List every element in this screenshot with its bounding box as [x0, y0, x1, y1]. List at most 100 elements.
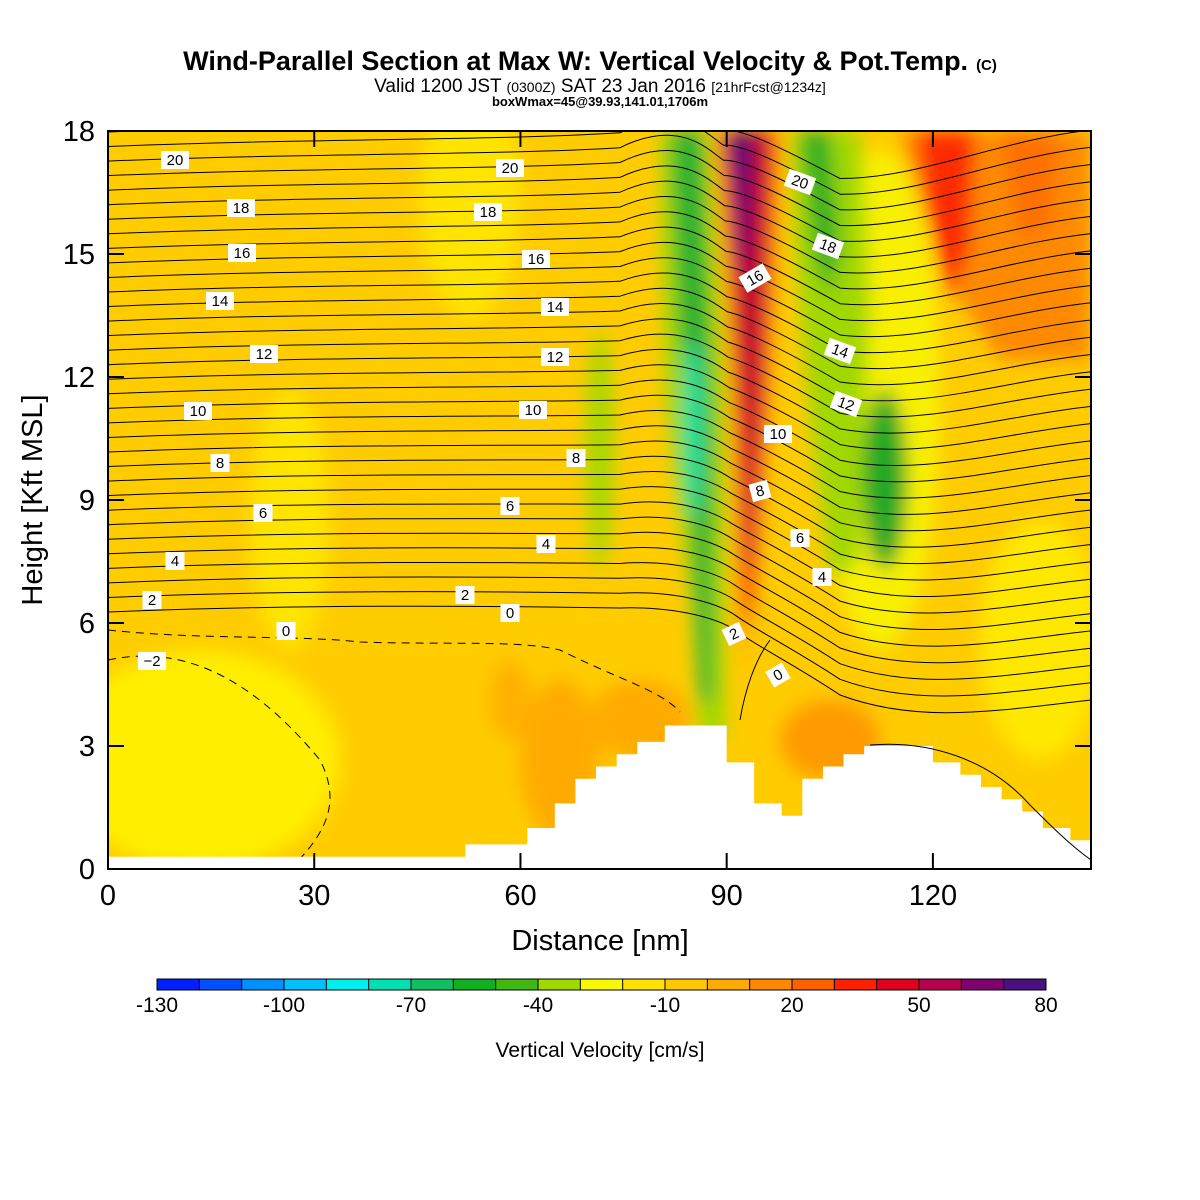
svg-text:10: 10 [525, 402, 542, 419]
contour-label: 10 [764, 425, 792, 443]
contour-label: 18 [474, 203, 502, 221]
svg-text:0: 0 [506, 605, 514, 622]
theta-contours [108, 131, 1091, 714]
contour-label: 12 [829, 390, 863, 418]
contour-label: 14 [206, 292, 234, 310]
theta-contour-line [108, 364, 1091, 450]
theta-contour-line [108, 241, 1091, 322]
theta-contour-line [108, 131, 1091, 195]
svg-text:10: 10 [770, 426, 787, 443]
colorbar-swatch [834, 979, 878, 990]
x-tick-label: 90 [711, 880, 743, 912]
colorbar: -130 -100 -70 -40 -10 20 50 80 [136, 978, 1058, 1017]
theta-contour-line [108, 410, 1091, 499]
colorbar-swatch [326, 979, 370, 990]
colorbar-swatch [792, 979, 835, 990]
colorbar-swatch [538, 979, 581, 990]
svg-text:6: 6 [259, 505, 267, 522]
contour-label: 8 [748, 479, 772, 503]
theta-contour-line [108, 561, 1091, 664]
svg-text:8: 8 [572, 450, 580, 467]
theta-contour-0 [108, 629, 681, 713]
y-axis-label: Height [Kft MSL] [17, 394, 49, 605]
theta-contour-line [108, 257, 1091, 338]
contour-label: 10 [519, 401, 547, 419]
theta-contour-line [108, 486, 1091, 581]
svg-text:12: 12 [256, 346, 273, 363]
chart-title: Wind-Parallel Section at Max W: Vertical… [183, 46, 997, 76]
contour-label: 20 [161, 151, 189, 169]
colorbar-swatch [495, 979, 539, 990]
contour-label: 10 [184, 402, 212, 420]
theta-contour-line [108, 394, 1091, 483]
theta-contour-neg2 [108, 655, 331, 869]
theta-contour-line [108, 287, 1091, 370]
theta-contour-line [108, 226, 1091, 306]
theta-contour-line [108, 605, 1091, 714]
contour-label: 12 [250, 345, 278, 363]
colorbar-swatch [622, 979, 666, 990]
colorbar-swatch [284, 979, 327, 990]
colorbar-swatch [961, 979, 1005, 990]
colorbar-swatch [157, 979, 200, 990]
inner-contour [739, 639, 771, 721]
colorbar-swatch [919, 979, 962, 990]
theta-contour-line [108, 196, 1091, 274]
theta-contour-line [108, 455, 1091, 548]
colorbar-tick-label: 80 [1034, 994, 1057, 1017]
svg-text:18: 18 [480, 204, 497, 221]
svg-text:10: 10 [190, 403, 207, 420]
terrain [108, 725, 1091, 869]
valid-time: Valid 1200 JST (0300Z) SAT 23 Jan 2016 [… [374, 76, 826, 97]
theta-contour-line [108, 591, 1091, 697]
y-tick-label: 18 [63, 116, 95, 148]
contour-label: 4 [536, 535, 556, 553]
contour-label: 2 [142, 591, 162, 609]
colorbar-tick-label: -130 [136, 994, 178, 1017]
theta-contour-line [108, 547, 1091, 647]
contour-label: 6 [253, 504, 273, 522]
colorbar-swatch [241, 979, 285, 990]
x-tick-label: 120 [909, 880, 957, 912]
svg-text:14: 14 [829, 341, 850, 363]
contour-label: 2 [721, 621, 747, 647]
svg-text:16: 16 [744, 267, 767, 290]
contour-label: 20 [783, 168, 817, 196]
contour-label: 6 [500, 497, 520, 515]
colorbar-label: Vertical Velocity [cm/s] [496, 1039, 705, 1062]
colorbar-tick-label: -70 [396, 994, 426, 1017]
contour-label: 8 [210, 454, 230, 472]
svg-text:16: 16 [528, 251, 545, 268]
svg-text:14: 14 [212, 293, 229, 310]
svg-text:8: 8 [216, 455, 224, 472]
theta-contour-line [108, 131, 1088, 180]
contour-label: 4 [165, 552, 185, 570]
theta-contour-line [108, 379, 1091, 467]
svg-text:4: 4 [818, 569, 826, 586]
theta-contour-line [108, 531, 1091, 631]
contour-label: 16 [738, 263, 772, 293]
colorbar-tick-label: -40 [523, 994, 553, 1017]
theta-contour-line [108, 134, 1091, 211]
svg-text:2: 2 [148, 592, 156, 609]
colorbar-swatch [876, 979, 920, 990]
colorbar-tick-label: -100 [263, 994, 305, 1017]
x-tick-label: 0 [100, 880, 116, 912]
contour-label: 0 [765, 662, 791, 688]
theta-contour-line [108, 348, 1091, 434]
theta-contour-line [108, 440, 1091, 532]
x-axis-label: Distance [nm] [511, 925, 688, 957]
colorbar-swatch [1003, 979, 1047, 990]
y-tick-label: 12 [63, 362, 95, 394]
colorbar-swatch [368, 979, 412, 990]
y-tick-label: 15 [63, 239, 95, 271]
svg-text:20: 20 [789, 172, 810, 194]
theta-contour-line [108, 471, 1091, 565]
contour-label: 20 [496, 159, 524, 177]
theta-contour-line [108, 211, 1091, 290]
contour-label: 0 [500, 604, 520, 622]
svg-text:12: 12 [835, 394, 856, 416]
x-axis: 0 30 60 90 120 [100, 131, 957, 912]
